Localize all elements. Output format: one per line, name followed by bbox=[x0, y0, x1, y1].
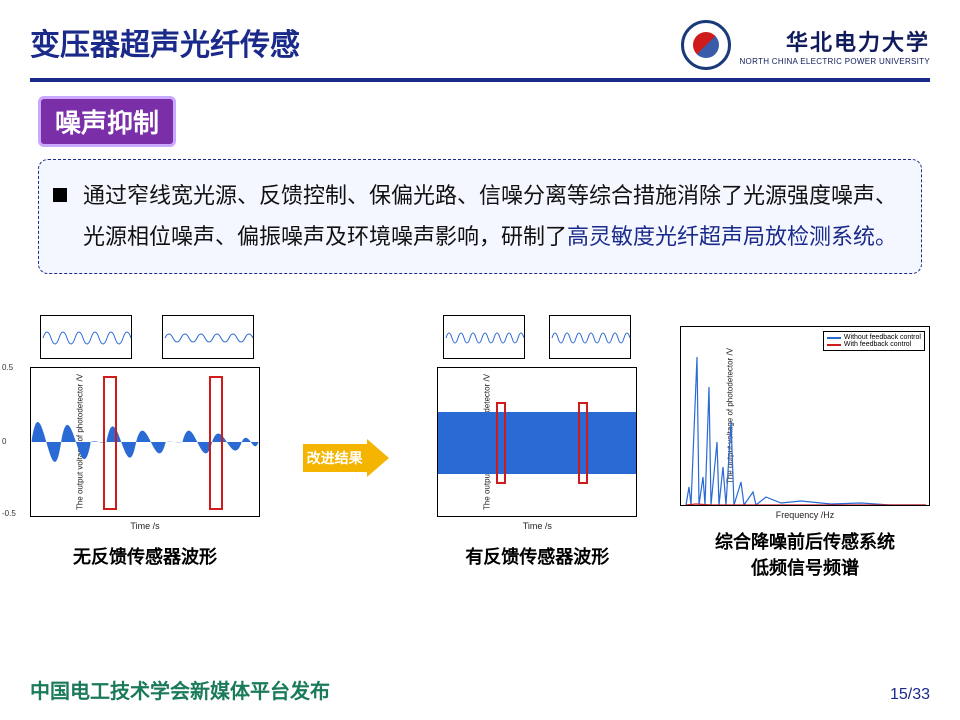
page-title: 变压器超声光纤传感 bbox=[30, 20, 300, 64]
caption-1: 无反馈传感器波形 bbox=[73, 543, 217, 569]
footer-publisher: 中国电工技术学会新媒体平台发布 bbox=[30, 675, 330, 704]
plot-with-feedback: The output voltage of photodetector /V T… bbox=[437, 367, 637, 517]
university-name-cn: 华北电力大学 bbox=[739, 25, 930, 57]
red-selection-3 bbox=[496, 402, 506, 484]
inset-zoom-1 bbox=[40, 315, 132, 359]
figure-2: The output voltage of photodetector /V T… bbox=[437, 317, 637, 569]
section-tag: 噪声抑制 bbox=[38, 96, 176, 147]
header-divider bbox=[30, 78, 930, 82]
caption-3: 综合降噪前后传感系统 低频信号频谱 bbox=[715, 528, 895, 580]
page-number: 15/33 bbox=[890, 686, 930, 704]
red-selection-2 bbox=[209, 376, 223, 510]
inset-zoom-3 bbox=[443, 315, 525, 359]
legend: Without feedback control With feedback c… bbox=[823, 331, 925, 351]
spectrum-svg bbox=[681, 327, 930, 506]
university-name-en: NORTH CHINA ELECTRIC POWER UNIVERSITY bbox=[739, 57, 930, 66]
inset-row-2 bbox=[443, 315, 631, 359]
arrow-icon: 改进结果 bbox=[303, 439, 395, 477]
plot-no-feedback: The output voltage of photodetector /V 0… bbox=[30, 367, 260, 517]
arrow-label: 改进结果 bbox=[303, 444, 367, 472]
desc-highlight: 高灵敏度光纤超声局放检测系统。 bbox=[567, 224, 897, 249]
red-selection-1 bbox=[103, 376, 117, 510]
plot-spectrum: The output voltage of photodetector /V W… bbox=[680, 326, 930, 506]
caption-2: 有反馈传感器波形 bbox=[465, 543, 609, 569]
figure-1: The output voltage of photodetector /V 0… bbox=[30, 317, 260, 569]
x-axis-label: Time /s bbox=[130, 521, 159, 531]
university-logo: 华北电力大学 NORTH CHINA ELECTRIC POWER UNIVER… bbox=[681, 20, 930, 70]
x-axis-label-3: Frequency /Hz bbox=[776, 510, 835, 520]
inset-zoom-2 bbox=[162, 315, 254, 359]
figure-3: The output voltage of photodetector /V W… bbox=[680, 306, 930, 580]
waveform-band bbox=[438, 412, 637, 474]
red-selection-4 bbox=[578, 402, 588, 484]
x-axis-label-2: Time /s bbox=[523, 521, 552, 531]
header: 变压器超声光纤传感 华北电力大学 NORTH CHINA ELECTRIC PO… bbox=[0, 0, 960, 78]
figures-row: The output voltage of photodetector /V 0… bbox=[0, 274, 960, 580]
logo-seal-icon bbox=[681, 20, 731, 70]
arrow-block: 改进结果 bbox=[303, 439, 395, 477]
inset-row bbox=[40, 315, 254, 359]
description-bullet: 通过窄线宽光源、反馈控制、保偏光路、信噪分离等综合措施消除了光源强度噪声、光源相… bbox=[53, 176, 903, 257]
description-box: 通过窄线宽光源、反馈控制、保偏光路、信噪分离等综合措施消除了光源强度噪声、光源相… bbox=[38, 159, 922, 274]
waveform-1-svg bbox=[31, 368, 259, 516]
footer: 中国电工技术学会新媒体平台发布 15/33 bbox=[30, 675, 930, 704]
inset-zoom-4 bbox=[549, 315, 631, 359]
